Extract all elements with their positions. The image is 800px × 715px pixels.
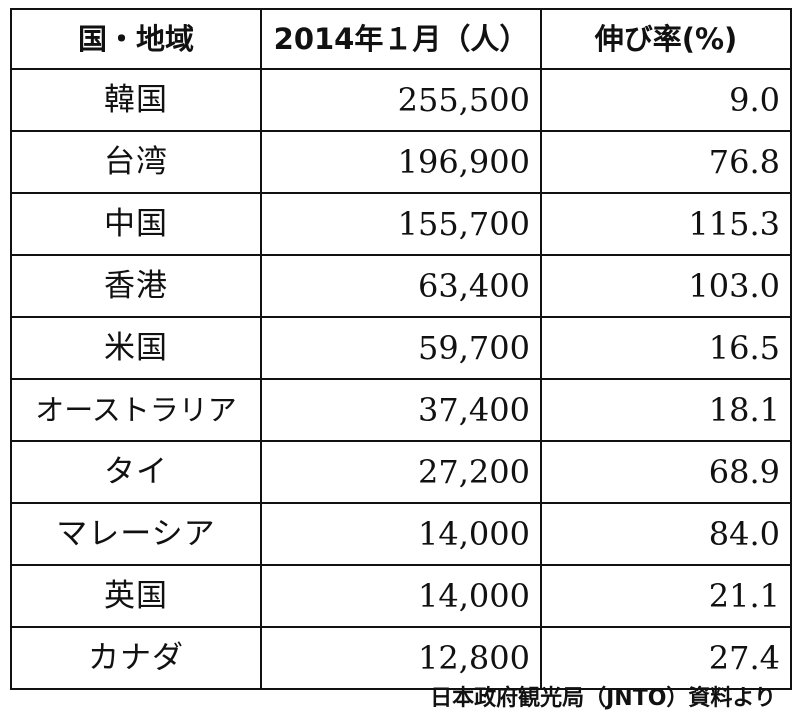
table-row: 米国 59,700 16.5 bbox=[10, 316, 792, 380]
table-row: 香港 63,400 103.0 bbox=[10, 254, 792, 318]
cell-visitors: 196,900 bbox=[260, 130, 542, 194]
cell-growth: 27.4 bbox=[540, 626, 792, 690]
table-row: オーストラリア 37,400 18.1 bbox=[10, 378, 792, 442]
cell-visitors: 14,000 bbox=[260, 564, 542, 628]
cell-region: 米国 bbox=[10, 316, 262, 380]
cell-visitors: 27,200 bbox=[260, 440, 542, 504]
source-note: 日本政府観光局（JNTO）資料より bbox=[430, 686, 776, 711]
visitor-table: 国・地域 2014年１月（人） 伸び率(%) 韓国 255,500 9.0 台湾… bbox=[10, 8, 792, 690]
cell-growth: 68.9 bbox=[540, 440, 792, 504]
cell-region: オーストラリア bbox=[10, 378, 262, 442]
cell-growth: 103.0 bbox=[540, 254, 792, 318]
cell-region: 韓国 bbox=[10, 68, 262, 132]
cell-region: 香港 bbox=[10, 254, 262, 318]
header-visitors: 2014年１月（人） bbox=[260, 8, 542, 70]
cell-region: カナダ bbox=[10, 626, 262, 690]
cell-region: 英国 bbox=[10, 564, 262, 628]
cell-growth: 16.5 bbox=[540, 316, 792, 380]
table-row: 韓国 255,500 9.0 bbox=[10, 68, 792, 132]
header-growth: 伸び率(%) bbox=[540, 8, 792, 70]
cell-growth: 84.0 bbox=[540, 502, 792, 566]
cell-region: 台湾 bbox=[10, 130, 262, 194]
table-row: 中国 155,700 115.3 bbox=[10, 192, 792, 256]
table-row: マレーシア 14,000 84.0 bbox=[10, 502, 792, 566]
table-row: 英国 14,000 21.1 bbox=[10, 564, 792, 628]
cell-visitors: 59,700 bbox=[260, 316, 542, 380]
cell-growth: 76.8 bbox=[540, 130, 792, 194]
table-row: タイ 27,200 68.9 bbox=[10, 440, 792, 504]
cell-growth: 115.3 bbox=[540, 192, 792, 256]
cell-visitors: 12,800 bbox=[260, 626, 542, 690]
cell-visitors: 63,400 bbox=[260, 254, 542, 318]
cell-region: マレーシア bbox=[10, 502, 262, 566]
table-row: カナダ 12,800 27.4 bbox=[10, 626, 792, 690]
cell-region: 中国 bbox=[10, 192, 262, 256]
cell-growth: 9.0 bbox=[540, 68, 792, 132]
cell-growth: 21.1 bbox=[540, 564, 792, 628]
cell-visitors: 37,400 bbox=[260, 378, 542, 442]
table-row: 台湾 196,900 76.8 bbox=[10, 130, 792, 194]
cell-growth: 18.1 bbox=[540, 378, 792, 442]
table-header-row: 国・地域 2014年１月（人） 伸び率(%) bbox=[10, 8, 792, 70]
cell-region: タイ bbox=[10, 440, 262, 504]
cell-visitors: 155,700 bbox=[260, 192, 542, 256]
header-region: 国・地域 bbox=[10, 8, 262, 70]
visitor-table-container: 国・地域 2014年１月（人） 伸び率(%) 韓国 255,500 9.0 台湾… bbox=[10, 8, 792, 690]
cell-visitors: 14,000 bbox=[260, 502, 542, 566]
cell-visitors: 255,500 bbox=[260, 68, 542, 132]
